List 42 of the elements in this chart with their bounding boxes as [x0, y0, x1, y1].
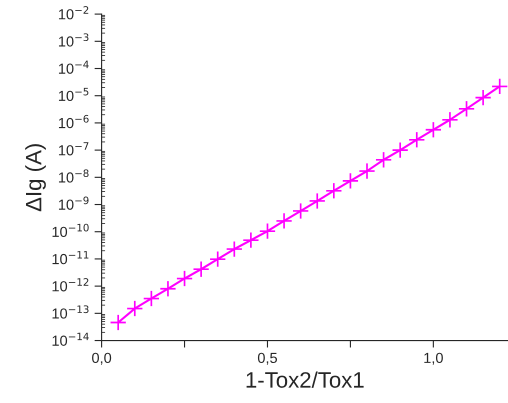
point: [342, 172, 359, 190]
point: [458, 100, 476, 118]
y-tick-label: 10$^{−10}$: [52, 224, 89, 238]
x-axis-title: 1-Tox2/Tox1: [246, 371, 364, 388]
point: [491, 78, 508, 95]
point: [441, 111, 458, 128]
point: [192, 260, 210, 278]
point: [242, 232, 260, 249]
point: [276, 212, 293, 230]
y-tick-label: 10$^{−14}$: [52, 332, 89, 346]
point: [176, 270, 194, 288]
point: [226, 240, 243, 258]
y-tick-label: 10$^{−7}$: [58, 142, 88, 156]
point: [358, 162, 376, 180]
point: [375, 151, 392, 168]
y-tick-label: 10$^{−8}$: [58, 169, 89, 183]
point: [392, 142, 409, 159]
point: [142, 290, 160, 308]
y-tick-label: 10$^{−12}$: [52, 278, 88, 292]
point: [474, 89, 492, 106]
point: [159, 280, 176, 298]
point: [408, 131, 426, 148]
x-tick-label: 1,0: [424, 352, 443, 365]
y-axis-title: ΔIg (A): [25, 144, 46, 212]
point: [325, 182, 342, 200]
y-tick-label: 10$^{−6}$: [58, 114, 89, 128]
x-tick-label: 0,0: [92, 352, 112, 365]
point: [259, 222, 276, 240]
y-tick-label: 10$^{−11}$: [52, 251, 88, 264]
point: [110, 314, 127, 331]
y-tick-label: 10$^{−5}$: [58, 88, 88, 102]
x-tick-label: 0,5: [258, 352, 278, 365]
point: [126, 300, 144, 318]
y-tick-label: 10$^{−13}$: [52, 305, 89, 319]
y-tick-label: 10$^{−4}$: [58, 60, 89, 74]
y-tick-label: 10$^{−3}$: [58, 33, 88, 47]
point: [292, 202, 310, 220]
y-tick-label: 10$^{−2}$: [58, 6, 88, 20]
y-tick-label: 10$^{−9}$: [58, 196, 89, 210]
point: [209, 250, 226, 268]
point: [424, 121, 442, 138]
point: [308, 192, 326, 210]
